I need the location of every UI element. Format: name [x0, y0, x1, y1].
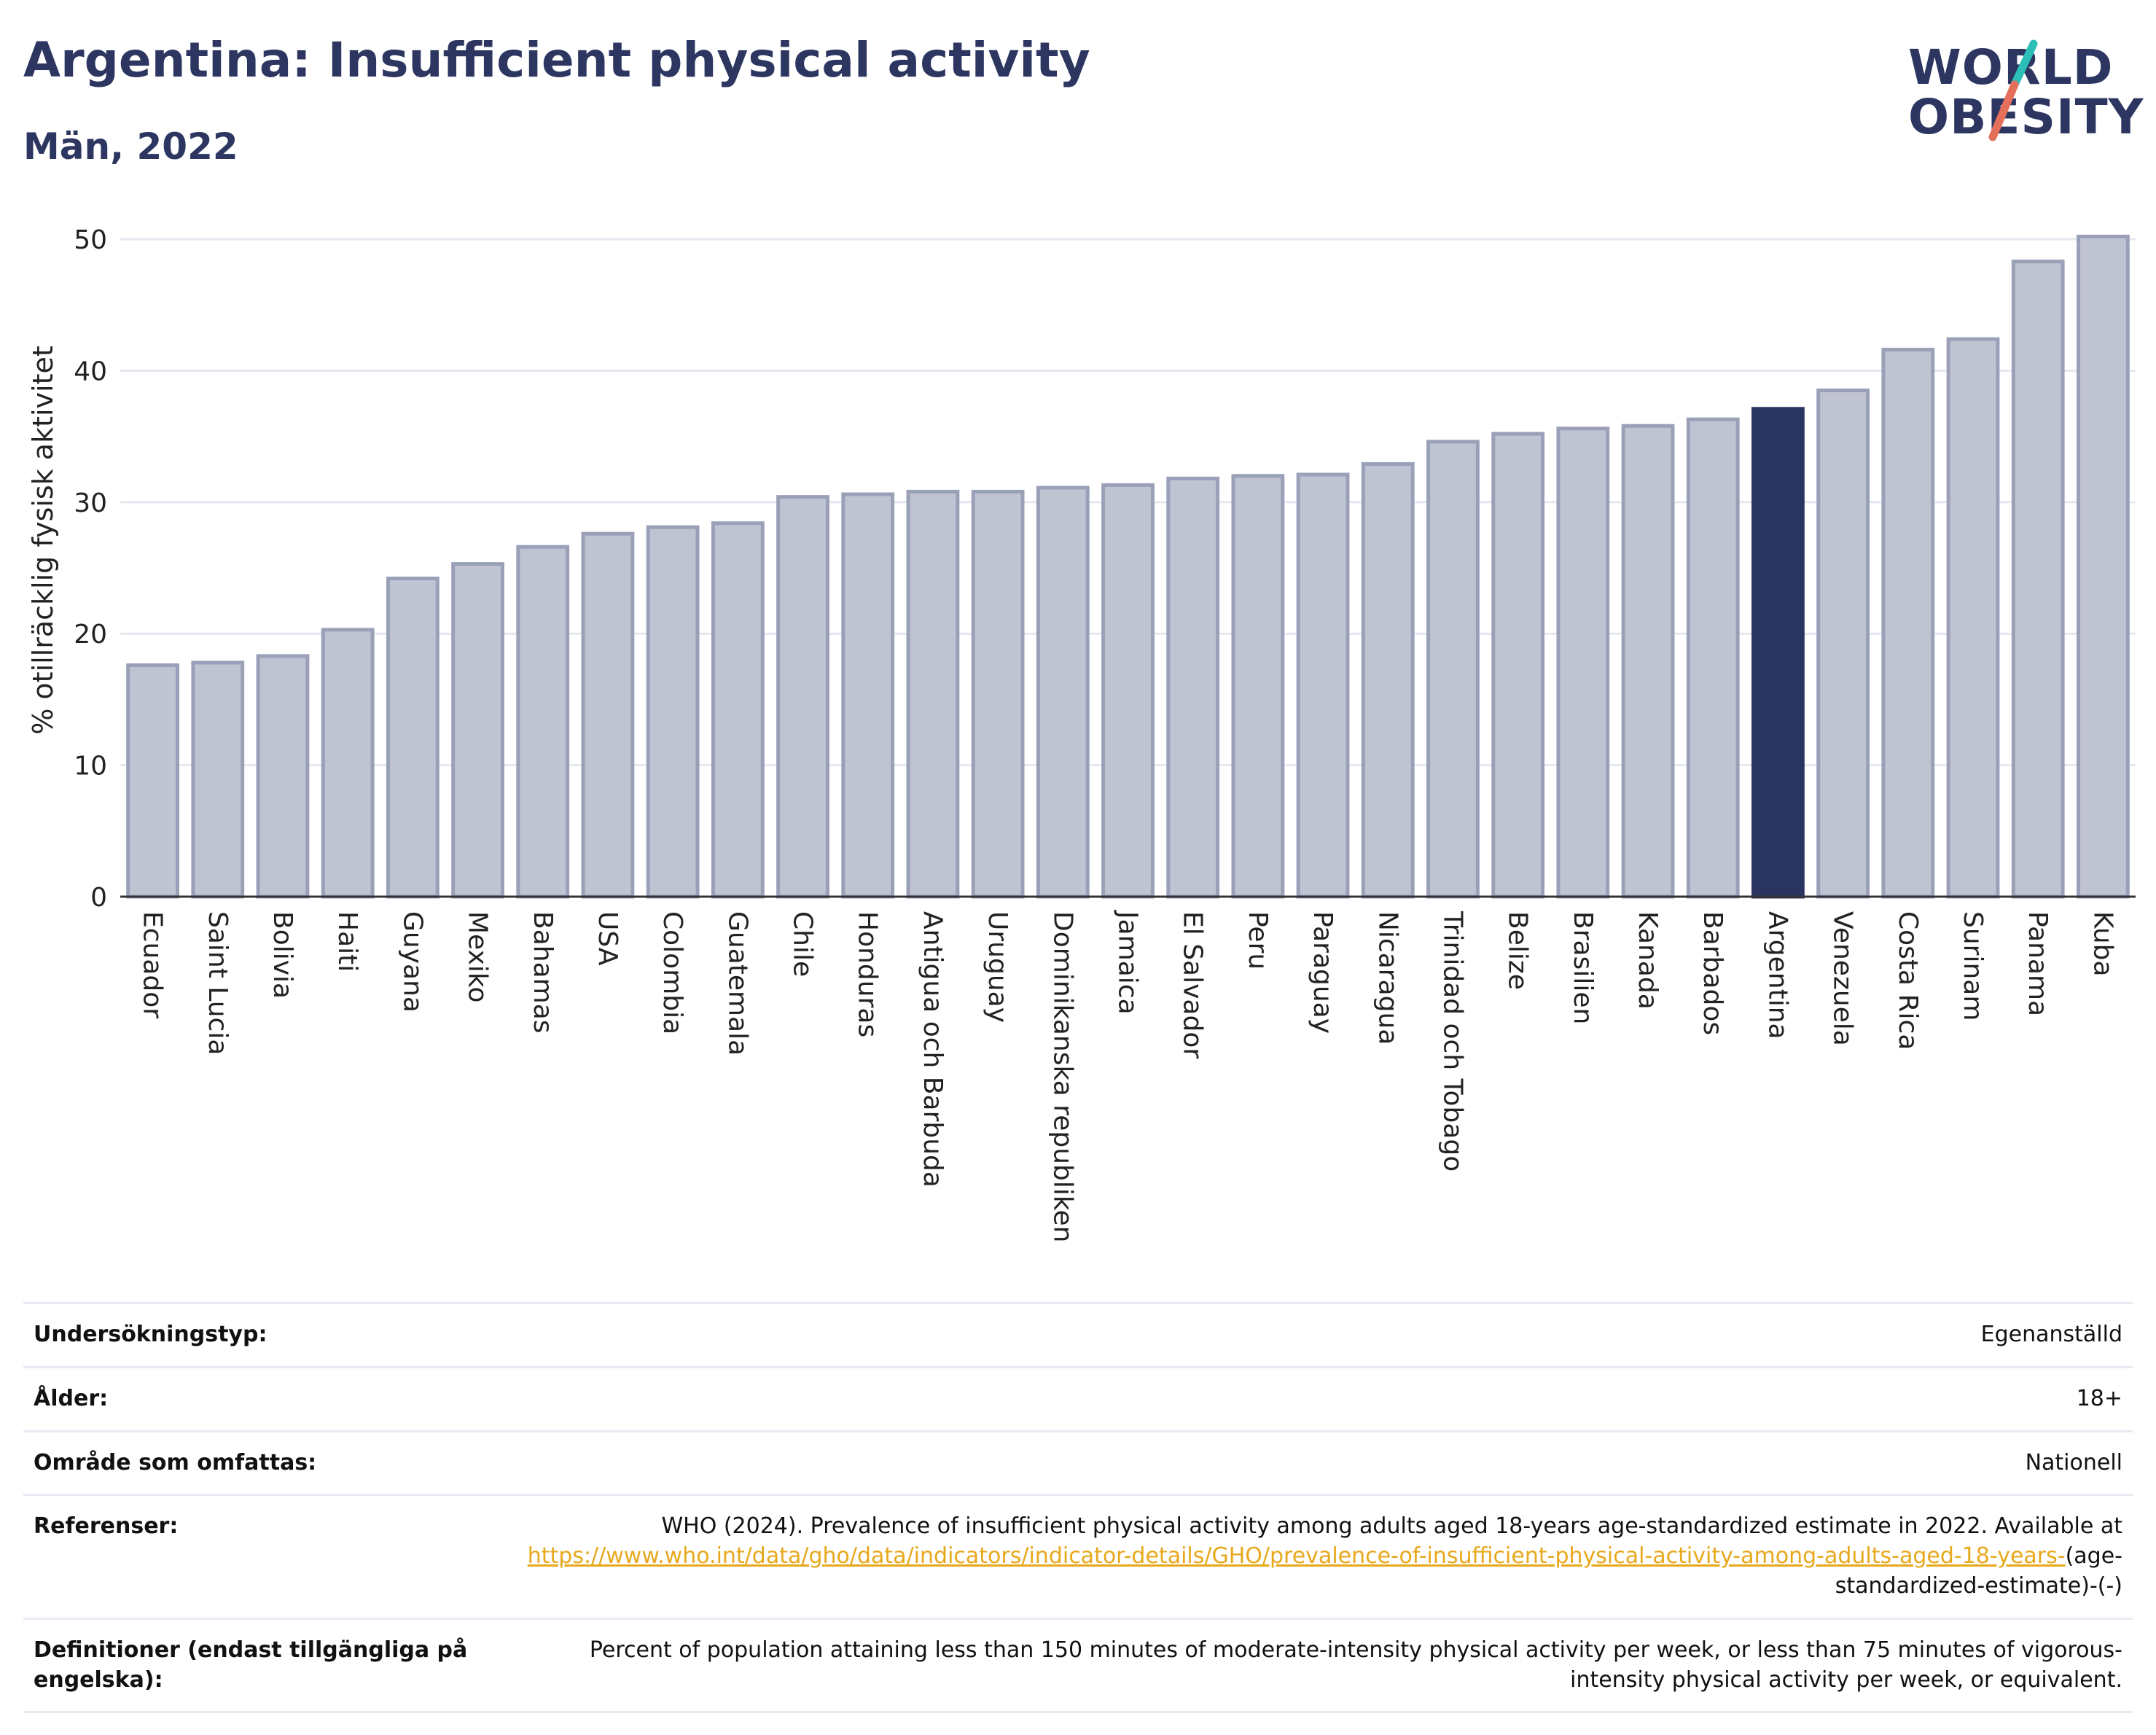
x-tick-label: Trinidad och Tobago: [1437, 911, 1467, 1171]
info-row-age: Ålder: 18+: [23, 1365, 2133, 1432]
x-tick-label: Venezuela: [1828, 911, 1858, 1046]
x-tick-label: Chile: [788, 911, 818, 977]
bar-uruguay: [971, 489, 1025, 899]
bar-brasilien: [1556, 426, 1610, 899]
x-tick-label: Bolivia: [267, 911, 297, 999]
bar-mexiko: [451, 562, 504, 899]
x-tick-label: USA: [593, 911, 622, 966]
x-tick-label: Argentina: [1762, 911, 1792, 1040]
x-tick-label: Kanada: [1633, 911, 1663, 1010]
logo-line-2: OBESITY: [1908, 89, 2144, 145]
bar-trinidad-och-tobago: [1426, 440, 1480, 899]
info-row-definitions: Definitioner (endast tillgängliga på eng…: [23, 1617, 2133, 1714]
bar-nicaragua: [1361, 462, 1415, 899]
x-tick-label: Haiti: [332, 911, 362, 972]
info-row-references: Referenser: WHO (2024). Prevalence of in…: [23, 1494, 2133, 1620]
bar-paraguay: [1296, 472, 1350, 899]
x-tick-label: Colombia: [657, 911, 687, 1034]
bar-barbados: [1686, 417, 1740, 899]
x-tick-label: Antigua och Barbuda: [918, 911, 948, 1188]
x-tick-label: Dominikanska republiken: [1047, 911, 1077, 1242]
logo-line-1: WORLD: [1908, 39, 2114, 95]
x-tick-label: Bahamas: [528, 911, 558, 1034]
bar-bolivia: [256, 654, 310, 899]
y-axis-label: % otillräcklig fysisk aktivitet: [27, 346, 59, 735]
y-tick-label: 0: [90, 883, 107, 913]
info-label: Område som omfattas:: [23, 1430, 496, 1497]
bar-bahamas: [516, 545, 570, 899]
bar-antigua-och-barbuda: [906, 489, 960, 899]
y-tick-label: 40: [74, 356, 107, 386]
x-tick-label: Nicaragua: [1372, 911, 1402, 1045]
page-subtitle: Män, 2022: [23, 125, 238, 168]
y-tick-label: 30: [74, 488, 107, 518]
references-link[interactable]: https://www.who.int/data/gho/data/indica…: [527, 1543, 2066, 1570]
logo-slash-icon: [1988, 39, 2038, 141]
x-tick-label: Mexiko: [463, 911, 493, 1002]
bar-ecuador: [126, 663, 179, 899]
x-tick-label: Uruguay: [983, 911, 1012, 1023]
x-tick-label: Saint Lucia: [203, 911, 233, 1055]
x-tick-label: Brasilien: [1568, 911, 1598, 1024]
info-value: Egenanställd: [496, 1302, 2133, 1368]
bar-haiti: [321, 628, 375, 899]
info-value: Percent of population attaining less tha…: [496, 1617, 2133, 1714]
info-value: Nationell: [496, 1430, 2133, 1497]
bar-peru: [1231, 474, 1285, 899]
info-label: Definitioner (endast tillgängliga på eng…: [23, 1617, 496, 1714]
bar-chart: 0 10 20 30 40 50 Ecuador Saint Lucia Bolivia Hai…: [27, 225, 2136, 1242]
world-obesity-logo: WORLD OBESITY: [1902, 22, 2143, 153]
bar-guyana: [386, 576, 440, 899]
info-table: Undersökningstyp: Egenanställd Ålder: 18…: [23, 1302, 2133, 1714]
bar-el-salvador: [1166, 476, 1220, 899]
info-row-coverage: Område som omfattas: Nationell: [23, 1430, 2133, 1497]
bar-honduras: [841, 492, 895, 899]
references-suffix: (age-standardized-estimate)-(-): [1835, 1543, 2122, 1599]
x-tick-label: Guatemala: [722, 911, 752, 1056]
references-text: WHO (2024). Prevalence of insufficient p…: [661, 1513, 2122, 1540]
x-tick-label: Barbados: [1698, 911, 1727, 1035]
x-axis-ticks: Ecuador Saint Lucia Bolivia Haiti Guyana Mexi…: [138, 910, 2118, 1242]
info-label: Referenser:: [23, 1494, 496, 1620]
y-axis-ticks: 0 10 20 30 40 50: [74, 225, 107, 913]
x-tick-label: Honduras: [853, 911, 883, 1037]
bar-colombia: [646, 525, 700, 899]
bar-guatemala: [711, 521, 765, 899]
x-tick-label: Belize: [1503, 911, 1533, 990]
references-cell: WHO (2024). Prevalence of insufficient p…: [496, 1494, 2133, 1620]
y-tick-label: 10: [74, 752, 107, 781]
x-tick-label: Kuba: [2087, 911, 2117, 977]
x-tick-label: Ecuador: [138, 911, 168, 1018]
bar-saint-lucia: [191, 660, 245, 899]
x-tick-label: Panama: [2023, 911, 2053, 1016]
bar-belize: [1491, 432, 1545, 899]
info-row-survey-type: Undersökningstyp: Egenanställd: [23, 1302, 2133, 1368]
x-tick-label: Paraguay: [1308, 911, 1337, 1034]
x-tick-label: Costa Rica: [1893, 911, 1923, 1050]
bar-kanada: [1621, 424, 1675, 899]
y-tick-label: 50: [74, 225, 107, 255]
bar-kuba: [2077, 234, 2130, 899]
x-tick-label: Guyana: [397, 911, 427, 1013]
info-value: 18+: [496, 1365, 2133, 1432]
bar-dominikanska-republiken: [1036, 486, 1090, 899]
info-label: Ålder:: [23, 1365, 496, 1432]
bar-usa: [581, 531, 635, 899]
x-tick-label: Peru: [1243, 911, 1273, 970]
bar-argentina: [1751, 407, 1805, 899]
y-tick-label: 20: [74, 620, 107, 650]
bar-panama: [2011, 260, 2065, 899]
chart-bars: [126, 234, 2130, 899]
x-tick-label: El Salvador: [1178, 911, 1208, 1058]
bar-chile: [776, 495, 829, 899]
x-tick-label: Jamaica: [1113, 910, 1143, 1015]
bar-venezuela: [1816, 389, 1870, 899]
x-tick-label: Surinam: [1958, 911, 1988, 1021]
bar-surinam: [1946, 337, 2000, 899]
bar-costa-rica: [1881, 348, 1935, 899]
bar-jamaica: [1101, 483, 1155, 899]
page-title: Argentina: Insufficient physical activit…: [23, 32, 1090, 88]
info-label: Undersökningstyp:: [23, 1302, 496, 1368]
